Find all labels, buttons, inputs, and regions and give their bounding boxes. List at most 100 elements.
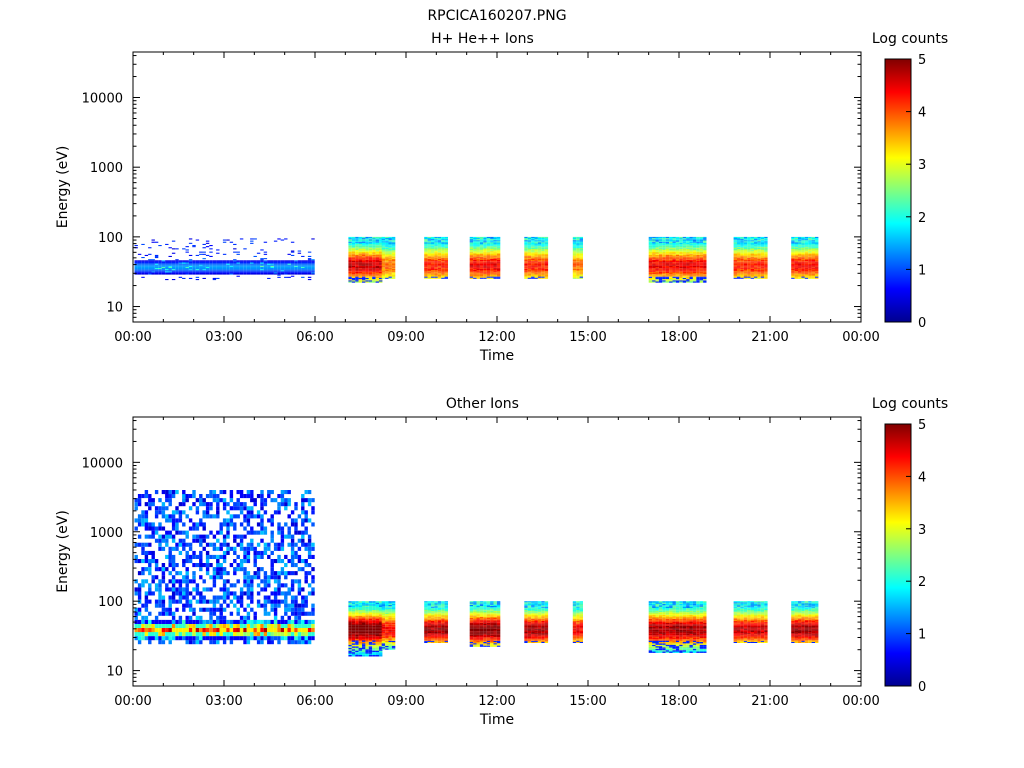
spectrogram-cell [794, 244, 798, 246]
spectrogram-cell [391, 253, 396, 255]
spectrogram-cell [195, 526, 200, 531]
spectrogram-cell [229, 260, 234, 262]
spectrogram-cell [246, 640, 251, 645]
spectrogram-cell [280, 262, 285, 264]
spectrogram-cell [703, 238, 707, 240]
spectrogram-cell [226, 266, 230, 268]
spectrogram-cell [737, 253, 741, 255]
spectrogram-cell [297, 623, 302, 628]
spectrogram-cell [490, 244, 494, 246]
spectrogram-cell [541, 238, 545, 240]
spectrogram-cell [815, 247, 819, 249]
spectrogram-cell [794, 239, 798, 241]
spectrogram-cell [171, 273, 176, 275]
spectrogram-cell [209, 262, 213, 264]
spectrogram-cell [541, 262, 545, 264]
spectrogram-cell [348, 250, 352, 252]
spectrogram-cell [277, 269, 281, 271]
spectrogram-cell [178, 269, 183, 271]
spectrogram-cell [493, 246, 497, 248]
spectrogram-cell [185, 615, 189, 620]
spectrogram-cell [185, 554, 189, 559]
spectrogram-cell [672, 248, 676, 251]
spectrogram-cell [372, 268, 376, 270]
spectrogram-cell [253, 255, 257, 257]
spectrogram-cell [815, 249, 819, 251]
spectrogram-cell [441, 266, 445, 268]
spectrogram-cell [246, 591, 251, 596]
spectrogram-cell [311, 262, 315, 264]
spectrogram-cell [192, 611, 196, 616]
spectrogram-cell [246, 559, 251, 564]
spectrogram-cell [171, 268, 176, 270]
spectrogram-cell [544, 255, 549, 257]
spectrogram-cell [703, 279, 707, 281]
spectrogram-cell [576, 262, 580, 264]
spectrogram-cell [662, 239, 666, 241]
spectrogram-cell [365, 277, 369, 280]
spectrogram-cell [175, 632, 179, 637]
spectrogram-cell [294, 607, 298, 612]
spectrogram-cell [576, 243, 580, 245]
spectrogram-cell [486, 262, 491, 264]
spectrogram-cell [669, 245, 673, 247]
spectrogram-cell [648, 239, 653, 241]
spectrogram-cell [348, 259, 352, 261]
spectrogram-cell [424, 249, 428, 251]
spectrogram-cell [243, 559, 247, 564]
spectrogram-cell [277, 260, 281, 262]
spectrogram-cell [750, 240, 754, 242]
spectrogram-cell [391, 263, 396, 265]
spectrogram-cell [541, 260, 545, 262]
spectrogram-cell [267, 640, 271, 645]
spectrogram-cell [754, 253, 758, 255]
spectrogram-cell [801, 256, 805, 258]
spectrogram-cell [662, 244, 666, 246]
spectrogram-cell [689, 268, 693, 270]
spectrogram-cell [531, 247, 535, 249]
spectrogram-cell [304, 559, 308, 564]
spectrogram-cell [579, 272, 583, 274]
spectrogram-cell [579, 268, 583, 270]
spectrogram-cell [239, 591, 244, 596]
spectrogram-cell [158, 636, 162, 641]
spectrogram-cell [689, 270, 693, 272]
spectrogram-cell [379, 264, 383, 266]
spectrogram-cell [287, 265, 291, 267]
spectrogram-cell [757, 236, 761, 238]
spectrogram-cell [284, 595, 288, 600]
spectrogram-cell [192, 550, 196, 555]
spectrogram-cell [263, 550, 268, 555]
spectrogram-cell [655, 265, 659, 267]
spectrogram-cell [365, 271, 369, 273]
spectrogram-cell [743, 258, 748, 260]
spectrogram-cell [229, 546, 234, 551]
spectrogram-cell [192, 554, 196, 559]
spectrogram-cell [171, 526, 176, 531]
spectrogram-cell [270, 268, 274, 270]
spectrogram-cell [672, 270, 676, 272]
spectrogram-cell [368, 253, 373, 255]
spectrogram-cell [652, 262, 656, 264]
spectrogram-cell [243, 269, 247, 271]
spectrogram-cell [496, 262, 501, 264]
spectrogram-cell [358, 241, 362, 243]
spectrogram-cell [178, 636, 183, 641]
spectrogram-cell [686, 269, 690, 271]
spectrogram-cell [579, 245, 583, 247]
spectrogram-cell [256, 510, 261, 515]
spectrogram-cell [801, 251, 805, 253]
spectrogram-cell [368, 276, 373, 278]
spectrogram-cell [263, 265, 268, 267]
spectrogram-cell [368, 259, 373, 261]
spectrogram-cell [372, 265, 376, 267]
spectrogram-cell [576, 260, 580, 262]
spectrogram-cell [284, 603, 288, 608]
spectrogram-cell [148, 269, 152, 271]
spectrogram-cell [246, 603, 251, 608]
spectrogram-cell [434, 272, 438, 274]
spectrogram-cell [579, 260, 583, 262]
spectrogram-cell [747, 271, 751, 273]
spectrogram-cell [246, 615, 251, 620]
